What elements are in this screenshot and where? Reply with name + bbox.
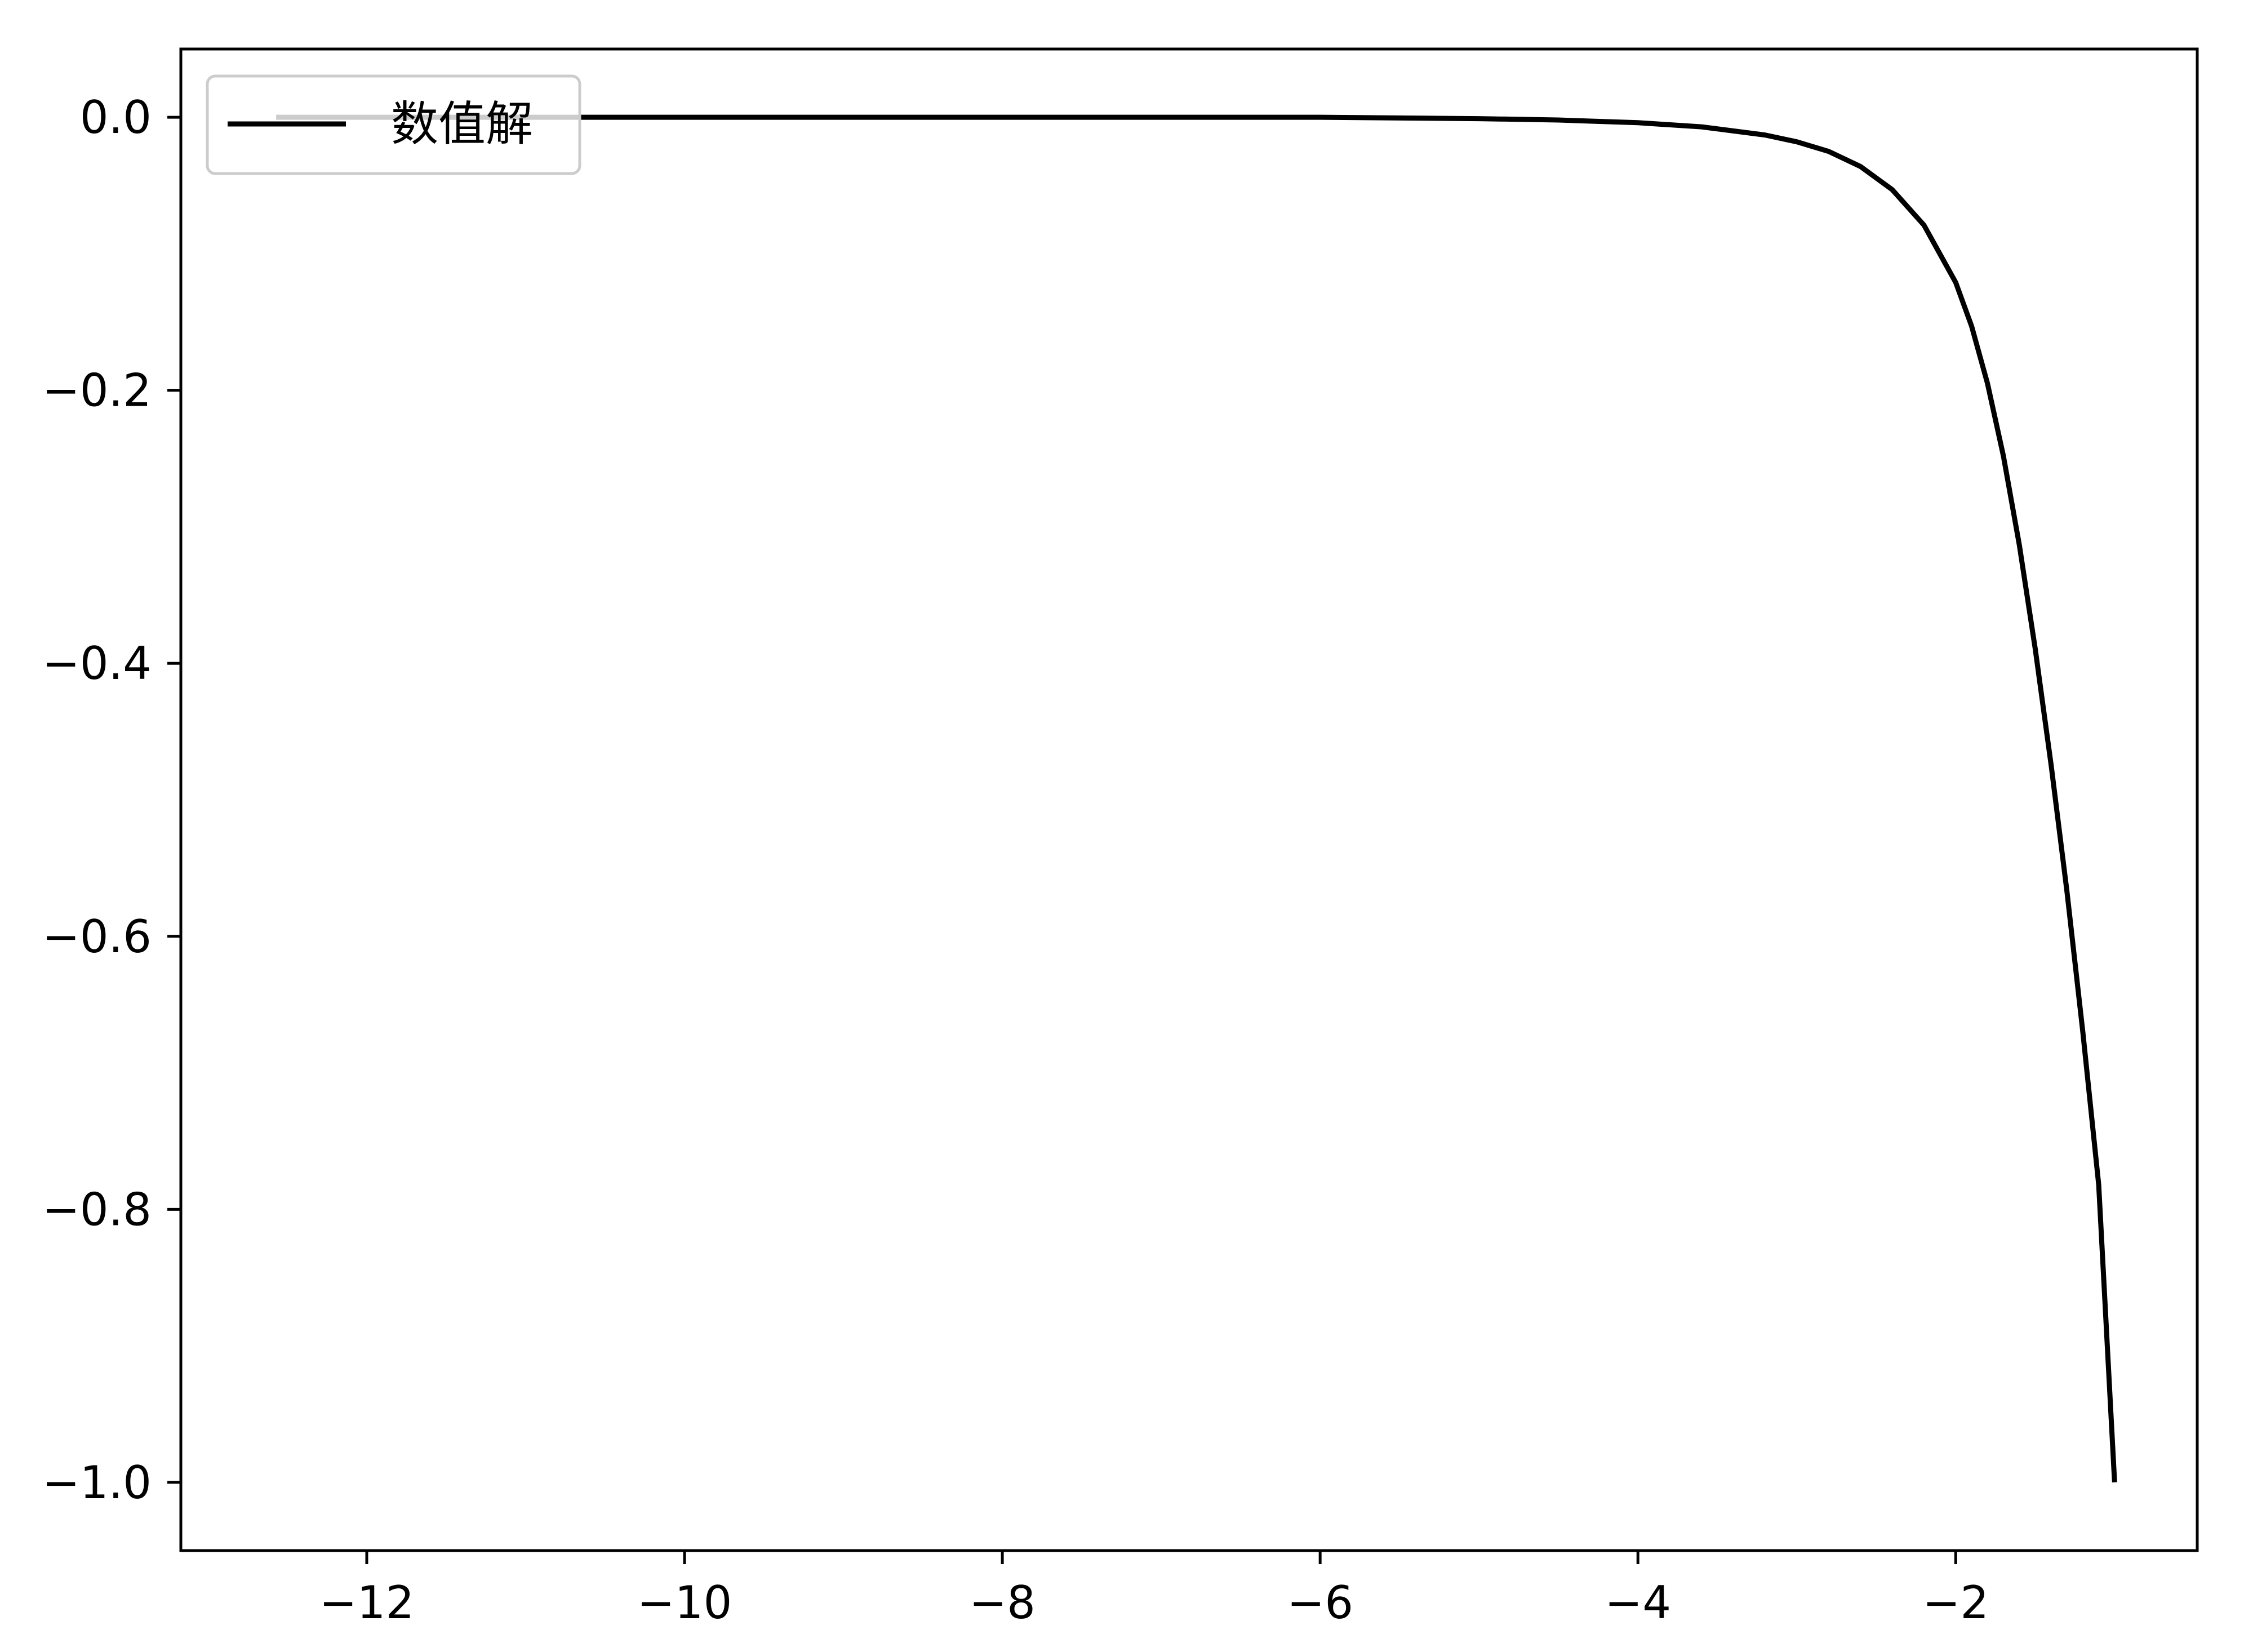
- x-tick-label: −4: [1605, 1576, 1671, 1629]
- y-tick-label: 0.0: [80, 91, 152, 144]
- plot-frame: [179, 47, 2199, 1552]
- series-layer: [276, 114, 2117, 1483]
- x-tick-label: −6: [1287, 1576, 1353, 1629]
- y-tick-label: −0.6: [42, 911, 152, 963]
- series-line-0: [276, 114, 2117, 1483]
- x-axis-ticks: −12 −10 −8 −6 −4 −2: [319, 1551, 1989, 1629]
- axes: −12 −10 −8 −6 −4 −2 0.0 −0.2 −0.4 −0.6 −0.8 −1.0: [42, 47, 2199, 1629]
- x-tick-label: −2: [1922, 1576, 1989, 1629]
- y-tick-label: −0.2: [42, 365, 152, 417]
- x-tick-label: −10: [637, 1576, 732, 1629]
- legend-label: 数值解: [391, 96, 533, 152]
- y-tick-label: −1.0: [42, 1456, 152, 1509]
- y-tick-label: −0.8: [42, 1183, 152, 1236]
- legend: 数值解: [206, 74, 581, 175]
- legend-box: [206, 74, 581, 175]
- x-tick-label: −12: [319, 1576, 415, 1629]
- y-tick-label: −0.4: [42, 637, 152, 690]
- y-axis-ticks: 0.0 −0.2 −0.4 −0.6 −0.8 −1.0: [42, 91, 181, 1509]
- x-tick-label: −8: [969, 1576, 1036, 1629]
